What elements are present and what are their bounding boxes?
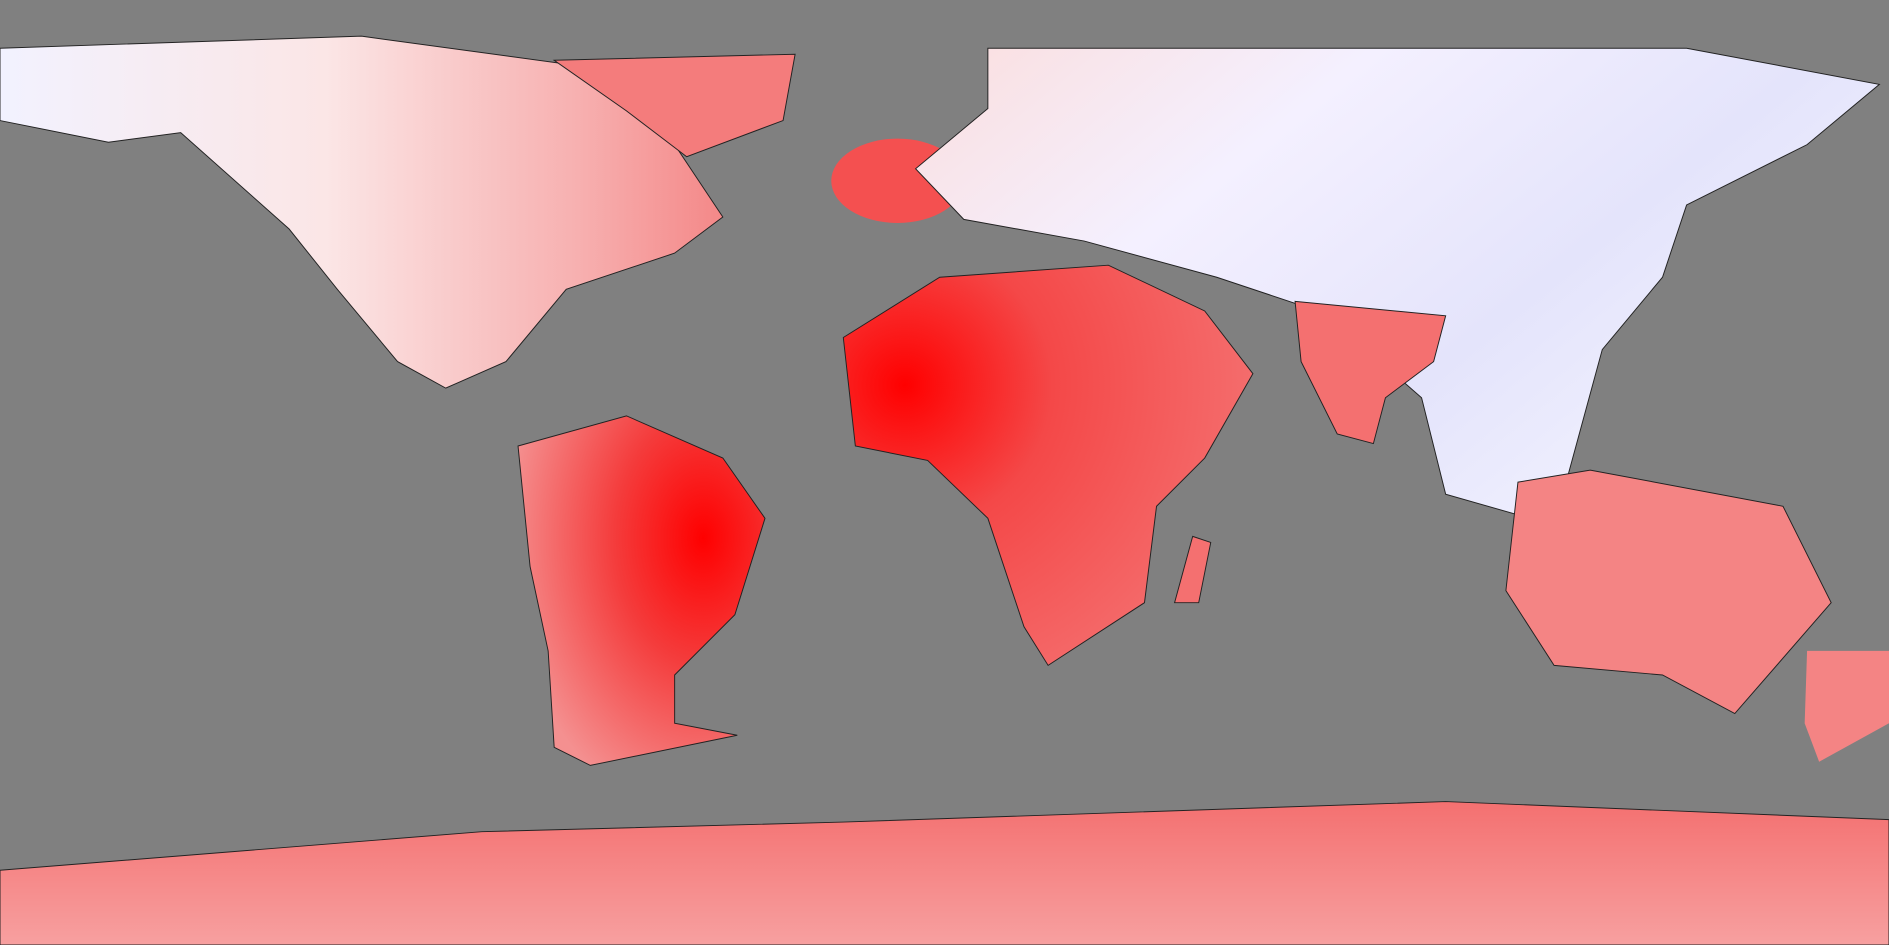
australia — [1505, 469, 1832, 715]
africa — [842, 264, 1254, 667]
greenland — [552, 53, 796, 158]
madagascar — [1173, 535, 1212, 604]
india — [1294, 300, 1447, 445]
new-zealand — [1804, 650, 1889, 762]
antarctica — [0, 801, 1889, 945]
eurasia — [914, 47, 1881, 519]
south-america — [517, 415, 766, 766]
